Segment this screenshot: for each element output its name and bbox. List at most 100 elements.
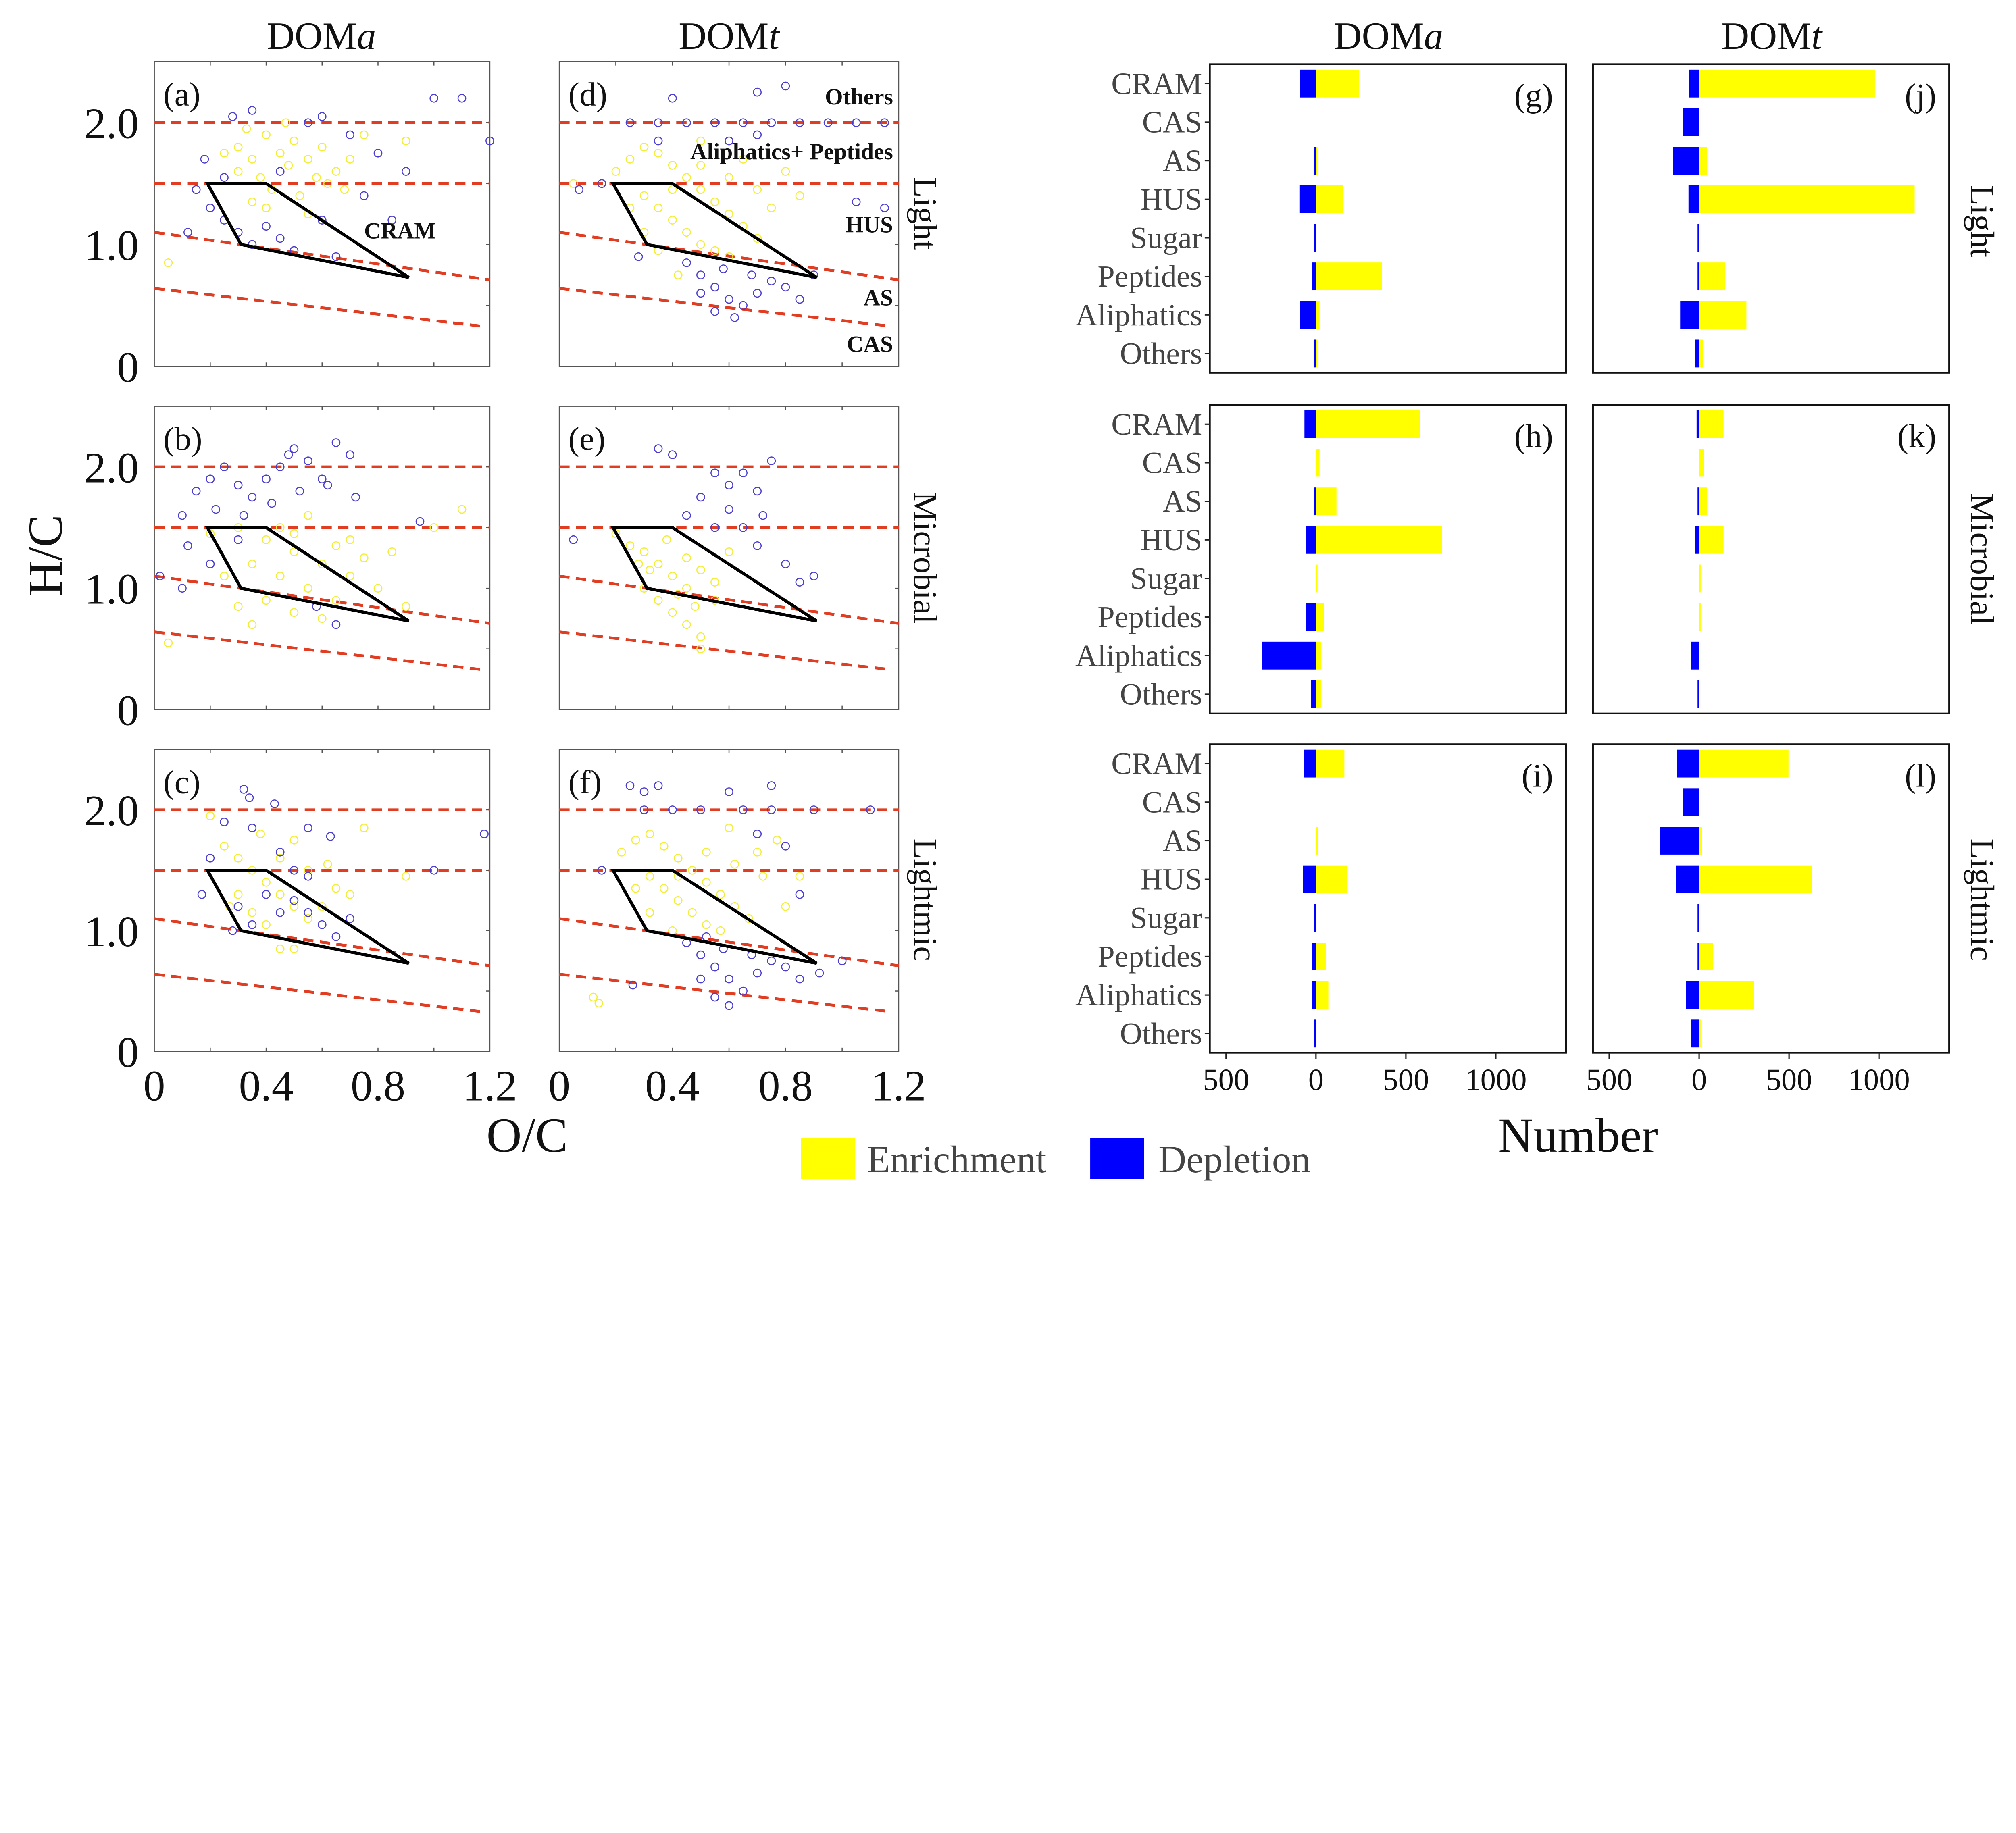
bar-enrichment-peptides [1699, 262, 1725, 291]
category-label: Aliphatics [1075, 298, 1202, 332]
legend: Enrichment Depletion [801, 1138, 1310, 1181]
point-depletion [753, 968, 762, 978]
point-depletion [304, 824, 312, 832]
scatter-panel-d: (d) Others Aliphatics+ Peptides HUS AS CAS [558, 61, 900, 367]
point-depletion [852, 118, 861, 127]
scatter-col-title-1: DOMa [267, 15, 376, 57]
point-enrichment [402, 872, 410, 881]
plot-frame [1209, 743, 1567, 1054]
bar-panel-i: CRAM CAS AS HUS Sugar Peptides Aliphatics Other… [1075, 743, 1567, 1097]
point-enrichment [275, 853, 285, 863]
bar-depletion-hus [1299, 185, 1316, 213]
point-depletion [725, 974, 733, 984]
point-depletion [485, 136, 494, 146]
bar-depletion-aliphatics [1680, 301, 1699, 329]
point-enrichment [331, 541, 341, 550]
point-depletion [317, 112, 327, 121]
category-label: CAS [1142, 105, 1202, 139]
point-enrichment [281, 118, 290, 127]
point-enrichment [631, 836, 640, 845]
point-enrichment [725, 210, 733, 218]
point-depletion [625, 781, 635, 790]
point-depletion [739, 118, 748, 127]
boundary-line-as [559, 231, 899, 281]
point-depletion [696, 974, 705, 984]
bar-depletion-others [1311, 680, 1316, 708]
bar-enrichment-hus [1316, 865, 1347, 893]
point-enrichment [233, 167, 243, 176]
category-label: Sugar [1130, 221, 1202, 255]
point-enrichment [304, 866, 312, 875]
point-enrichment [673, 270, 683, 279]
point-depletion [725, 481, 733, 490]
point-enrichment [668, 161, 677, 170]
category-label: Peptides [1098, 600, 1202, 634]
point-enrichment [304, 914, 312, 923]
category-label: Aliphatics [1075, 639, 1202, 673]
bar-depletion-cram [1677, 749, 1699, 778]
point-enrichment [758, 872, 768, 881]
point-depletion [730, 313, 739, 322]
point-enrichment [696, 566, 705, 574]
point-depletion [639, 787, 649, 796]
category-label: Others [1120, 1016, 1202, 1051]
point-enrichment [682, 173, 691, 182]
point-depletion [192, 487, 201, 496]
point-depletion [346, 914, 354, 923]
point-enrichment [702, 847, 711, 857]
panel-label: (l) [1905, 757, 1936, 794]
point-enrichment [289, 136, 299, 146]
point-depletion [289, 896, 299, 905]
bar-enrichment-others [1699, 1019, 1701, 1048]
point-enrichment [262, 920, 271, 929]
point-depletion [262, 890, 271, 899]
bar-enrichment-hus [1699, 185, 1915, 213]
bar-enrichment-aliphatics [1316, 981, 1329, 1009]
scatter-row-label-lightmic: Lightmic [907, 838, 944, 961]
point-enrichment [402, 602, 410, 611]
point-enrichment [716, 926, 725, 935]
point-depletion [429, 94, 439, 103]
point-enrichment [753, 185, 762, 194]
cram-region-polygon [610, 526, 818, 623]
bar-row-label-lightmic: Lightmic [1964, 838, 2001, 961]
point-enrichment [753, 234, 762, 243]
point-enrichment [220, 842, 229, 851]
point-depletion [753, 487, 762, 496]
point-enrichment [682, 584, 691, 593]
point-enrichment [730, 859, 739, 869]
point-depletion [767, 956, 776, 965]
point-depletion [739, 301, 748, 310]
bar-depletion-others [1691, 1019, 1699, 1048]
point-depletion [373, 148, 383, 158]
x-tick-label: 0 [548, 1062, 570, 1110]
point-depletion [323, 481, 332, 490]
point-enrichment [233, 890, 243, 899]
point-enrichment [696, 136, 705, 146]
bar-enrichment-hus [1316, 526, 1442, 554]
category-label: HUS [1140, 862, 1202, 897]
scatter-row-label-microbial: Microbial [907, 492, 944, 624]
point-enrichment [323, 859, 332, 869]
bar-depletion-hus [1303, 865, 1316, 893]
point-depletion [183, 228, 192, 237]
point-depletion [837, 956, 847, 965]
category-label: CAS [1142, 445, 1202, 480]
bar-depletion-hus [1688, 185, 1699, 213]
bar-depletion-cram [1304, 749, 1316, 778]
point-enrichment [295, 191, 304, 200]
bar-panel-h: CRAM CAS AS HUS Sugar Peptides Aliphatics Other… [1075, 404, 1567, 714]
point-enrichment [645, 908, 654, 917]
point-enrichment [639, 191, 649, 200]
point-depletion [192, 185, 201, 194]
bar-depletion-cas [1683, 108, 1699, 136]
point-enrichment [275, 523, 285, 532]
point-depletion [304, 872, 312, 881]
x-tick-label: 1.2 [871, 1062, 926, 1110]
scatter-panel-f: (f) 0 0.4 0.8 1.2 [548, 749, 926, 1110]
bar-panel-k: (k) [1592, 404, 1950, 714]
point-enrichment [639, 142, 649, 152]
x-tick-label: 0.8 [351, 1062, 406, 1110]
point-enrichment [242, 124, 251, 133]
point-depletion [387, 216, 397, 225]
